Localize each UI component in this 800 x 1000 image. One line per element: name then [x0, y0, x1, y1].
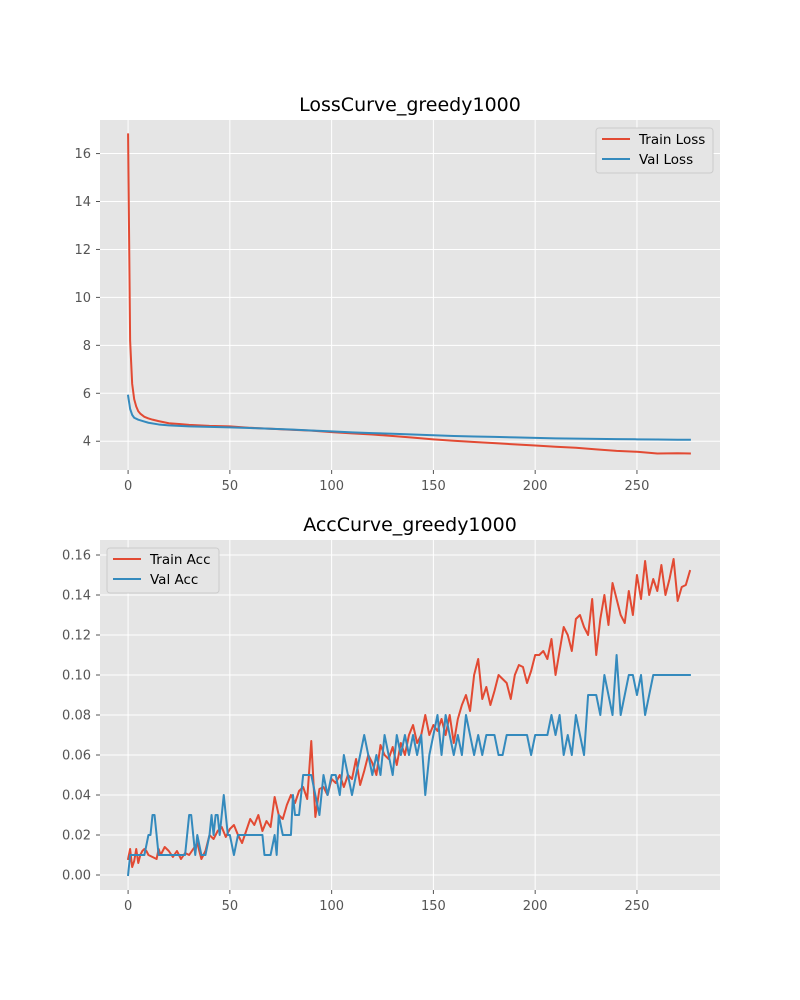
series-line-train-acc — [126, 558, 692, 868]
loss-plot-area — [100, 120, 720, 470]
acc-legend: Train Acc Val Acc — [106, 547, 220, 594]
acc-y-tick-label: 0.04 — [62, 789, 91, 804]
acc-x-tick-label: 200 — [523, 899, 548, 914]
loss-x-tick-label: 0 — [124, 479, 132, 494]
acc-x-tick-label: 100 — [319, 899, 344, 914]
loss-y-tick-label: 10 — [74, 291, 91, 306]
acc-x-tick-label: 50 — [222, 899, 239, 914]
loss-legend: Train Loss Val Loss — [595, 127, 714, 174]
legend-label-val-loss: Val Loss — [639, 152, 693, 168]
acc-chart-title: AccCurve_greedy1000 — [303, 514, 517, 536]
acc-y-tick-label: 0.02 — [62, 829, 91, 844]
loss-gridlines — [100, 120, 720, 470]
loss-x-tick-label: 250 — [625, 479, 650, 494]
loss-y-tick-label: 6 — [83, 387, 91, 402]
acc-y-tick-label: 0.14 — [62, 589, 91, 604]
acc-y-tick-label: 0.16 — [62, 549, 91, 564]
legend-label-val-acc: Val Acc — [150, 572, 198, 588]
legend-label-train-loss: Train Loss — [638, 132, 705, 148]
loss-y-tick-label: 14 — [74, 195, 91, 210]
acc-x-tick-label: 150 — [421, 899, 446, 914]
loss-series — [126, 133, 691, 455]
acc-y-tick-label: 0.12 — [62, 629, 91, 644]
series-line-val-loss — [126, 394, 691, 441]
legend-label-train-acc: Train Acc — [149, 552, 211, 568]
acc-y-tick-label: 0.08 — [62, 709, 91, 724]
acc-series — [126, 558, 692, 877]
acc-y-tick-label: 0.10 — [62, 669, 91, 684]
acc-y-tick-label: 0.06 — [62, 749, 91, 764]
acc-x-tick-label: 250 — [625, 899, 650, 914]
loss-x-tick-label: 100 — [319, 479, 344, 494]
loss-x-tick-label: 50 — [222, 479, 239, 494]
acc-y-tick-label: 0.00 — [62, 869, 91, 884]
loss-y-tick-label: 16 — [74, 147, 91, 162]
loss-y-tick-label: 12 — [74, 243, 91, 258]
loss-chart-title: LossCurve_greedy1000 — [299, 94, 521, 116]
series-line-val-acc — [126, 654, 691, 877]
acc-x-tick-label: 0 — [124, 899, 132, 914]
loss-y-tick-label: 8 — [83, 339, 91, 354]
loss-tick-labels: 0 50 100 150 200 250 4 6 8 10 12 14 16 — [74, 147, 649, 494]
acc-tick-labels: 0 50 100 150 200 250 0.00 0.02 0.04 0.06 0.08 0.10 0… — [62, 549, 649, 915]
loss-y-tick-label: 4 — [83, 435, 91, 450]
acc-chart: 0 50 100 150 200 250 0.00 0.02 0.04 0.06 0.08 0.10 0… — [62, 514, 720, 914]
loss-chart: 0 50 100 150 200 250 4 6 8 10 12 14 16 LossCurve_gre… — [74, 94, 720, 494]
loss-x-tick-label: 150 — [421, 479, 446, 494]
loss-x-tick-label: 200 — [523, 479, 548, 494]
